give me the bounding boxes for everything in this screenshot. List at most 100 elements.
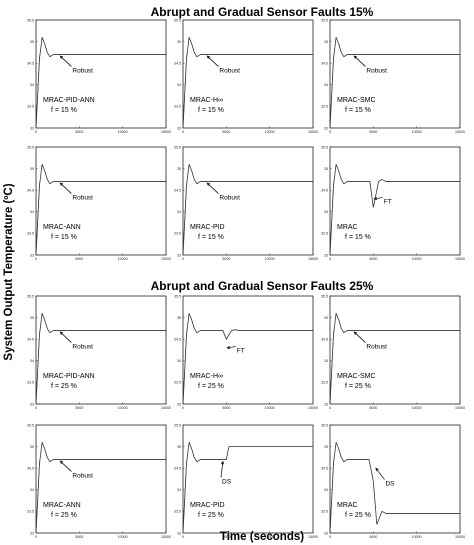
x-tick-label: 5000 — [75, 535, 83, 539]
y-tick-label: 33 — [177, 531, 181, 535]
y-tick-label: 34.5 — [321, 338, 328, 342]
y-tick-label: 33 — [177, 402, 181, 406]
y-tick-label: 35 — [324, 445, 328, 449]
annotation-arrowhead — [206, 182, 211, 186]
fault-level-label: f = 15 % — [345, 107, 371, 114]
panel-8: 33 33.5 34 34.5 35 35.5 0 5000 10000 15000 FT MRAC-… — [174, 294, 318, 410]
plot-frame — [35, 424, 167, 534]
plot-frame — [329, 146, 461, 256]
y-tick-label: 34 — [30, 210, 34, 214]
fault-level-label: f = 25 % — [51, 383, 77, 390]
annotation-arrow — [374, 197, 383, 200]
response-curve — [182, 37, 313, 129]
x-tick-label: 5000 — [222, 130, 230, 134]
y-tick-label: 33 — [30, 531, 34, 535]
controller-label: MRAC-PID-ANN — [43, 97, 95, 104]
annotation-arrowhead — [59, 55, 64, 59]
x-tick-label: 5000 — [369, 130, 377, 134]
y-tick-label: 34.5 — [27, 467, 34, 471]
x-tick-label: 5000 — [75, 130, 83, 134]
response-curve — [182, 164, 313, 256]
response-curve — [182, 313, 313, 405]
annotation-label: Robust — [72, 344, 93, 351]
x-tick-label: 15000 — [455, 406, 465, 410]
y-tick-label: 35.5 — [27, 145, 34, 149]
y-tick-label: 33 — [177, 253, 181, 257]
fault-level-label: f = 15 % — [51, 234, 77, 241]
x-tick-label: 5000 — [75, 406, 83, 410]
x-tick-label: 10000 — [118, 535, 128, 539]
x-tick-label: 15000 — [455, 257, 465, 261]
y-tick-label: 35 — [30, 167, 34, 171]
x-tick-label: 5000 — [369, 535, 377, 539]
y-tick-label: 35 — [177, 40, 181, 44]
y-tick-label: 34.5 — [27, 338, 34, 342]
plot-frame — [182, 295, 314, 405]
y-tick-label: 33.5 — [27, 232, 34, 236]
plot-frame — [182, 146, 314, 256]
panel-4: 33 33.5 34 34.5 35 35.5 0 5000 10000 15000 Robust M… — [27, 145, 171, 261]
y-tick-label: 35 — [324, 316, 328, 320]
annotation-label: Robust — [219, 195, 240, 202]
x-tick-label: 0 — [329, 257, 331, 261]
y-tick-label: 35.5 — [321, 145, 328, 149]
y-tick-label: 35.5 — [174, 423, 181, 427]
x-tick-label: 15000 — [308, 535, 318, 539]
panel-2: 33 33.5 34 34.5 35 35.5 0 5000 10000 15000 Robust M… — [174, 18, 318, 134]
annotation-arrowhead — [226, 345, 231, 350]
annotation-label: FT — [384, 199, 392, 206]
fault-level-label: f = 25 % — [51, 512, 77, 519]
fault-level-label: f = 15 % — [345, 234, 371, 241]
annotation-label: Robust — [219, 68, 240, 75]
x-tick-label: 10000 — [265, 406, 275, 410]
y-tick-label: 34.5 — [27, 62, 34, 66]
x-tick-label: 0 — [35, 257, 37, 261]
y-tick-label: 34 — [324, 359, 328, 363]
panel-9: 33 33.5 34 34.5 35 35.5 0 5000 10000 15000 Robust M… — [321, 294, 465, 410]
y-tick-label: 34.5 — [321, 62, 328, 66]
plot-frame — [35, 295, 167, 405]
controller-label: MRAC — [337, 224, 358, 231]
x-tick-label: 0 — [35, 406, 37, 410]
response-curve — [35, 164, 166, 256]
plot-frame — [329, 295, 461, 405]
x-tick-label: 15000 — [161, 257, 171, 261]
x-tick-label: 15000 — [308, 257, 318, 261]
response-curve — [329, 37, 460, 129]
x-tick-label: 15000 — [308, 406, 318, 410]
y-tick-label: 34.5 — [27, 189, 34, 193]
y-tick-label: 35.5 — [321, 294, 328, 298]
panel-5: 33 33.5 34 34.5 35 35.5 0 5000 10000 15000 Robust M… — [174, 145, 318, 261]
annotation-arrow — [220, 461, 224, 478]
x-tick-label: 5000 — [222, 257, 230, 261]
y-tick-label: 35.5 — [321, 423, 328, 427]
controller-label: MRAC-PID — [190, 224, 225, 231]
response-curve — [329, 164, 460, 256]
y-tick-label: 33.5 — [321, 105, 328, 109]
panels-group: 33 33.5 34 34.5 35 35.5 0 5000 10000 15000 Robust M… — [27, 18, 465, 539]
y-tick-label: 35 — [30, 316, 34, 320]
response-curve — [329, 313, 460, 405]
y-tick-label: 34.5 — [174, 338, 181, 342]
response-curve — [329, 442, 460, 534]
annotation-arrow — [354, 331, 366, 343]
y-tick-label: 35.5 — [174, 294, 181, 298]
x-tick-label: 0 — [182, 535, 184, 539]
y-tick-label: 33 — [324, 402, 328, 406]
y-tick-label: 33 — [30, 126, 34, 130]
y-tick-label: 33.5 — [27, 105, 34, 109]
x-tick-label: 10000 — [118, 406, 128, 410]
y-tick-label: 34 — [324, 83, 328, 87]
panel-11: 33 33.5 34 34.5 35 35.5 0 5000 10000 15000 DS MRAC-… — [174, 423, 318, 539]
plot-frame — [35, 146, 167, 256]
controller-label: MRAC-PID — [190, 502, 225, 509]
y-tick-label: 34 — [324, 488, 328, 492]
annotation-arrowhead — [375, 467, 379, 472]
x-tick-label: 10000 — [265, 130, 275, 134]
y-tick-label: 35.5 — [174, 18, 181, 22]
y-tick-label: 33.5 — [174, 510, 181, 514]
fault-level-label: f = 25 % — [345, 383, 371, 390]
y-tick-label: 33 — [324, 126, 328, 130]
annotation-arrow — [375, 467, 385, 480]
x-tick-label: 0 — [182, 257, 184, 261]
